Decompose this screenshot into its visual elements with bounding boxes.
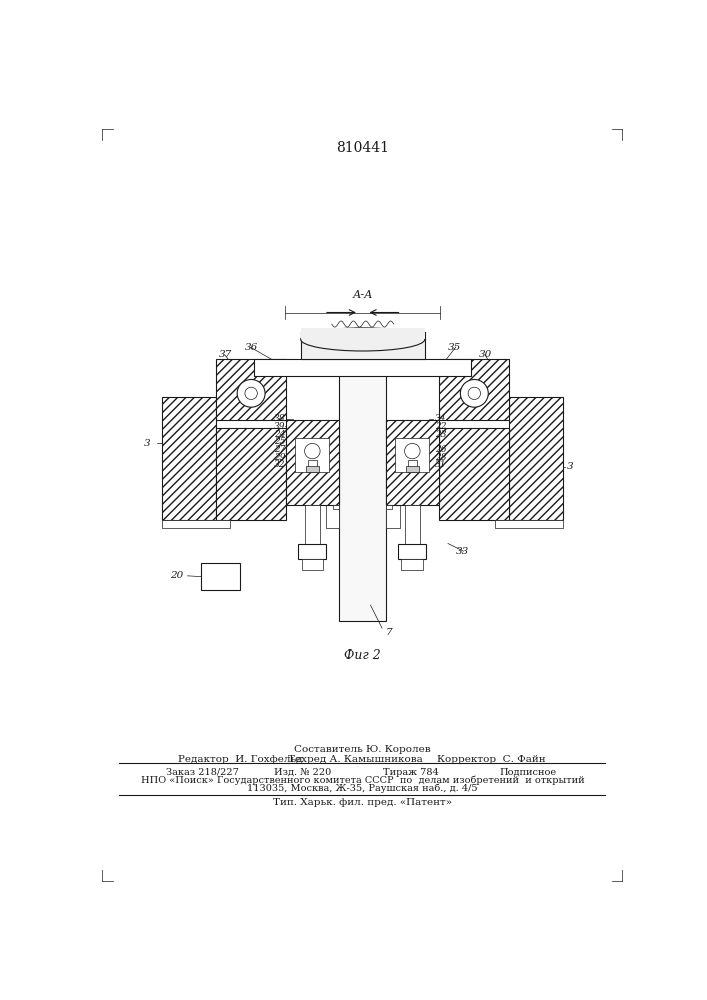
Bar <box>286 420 339 505</box>
Text: 20: 20 <box>170 571 183 580</box>
Text: 29: 29 <box>274 453 285 462</box>
Text: НПО «Поиск» Государственного комитета СССР  по  делам изобретений  и открытий: НПО «Поиск» Государственного комитета СС… <box>141 776 585 785</box>
Bar <box>201 563 240 590</box>
Bar <box>440 428 509 520</box>
Bar <box>255 359 472 376</box>
Bar <box>306 466 319 472</box>
Text: Тип. Харьк. фил. пред. «Патент»: Тип. Харьк. фил. пред. «Патент» <box>273 798 452 807</box>
Bar <box>386 420 440 505</box>
Text: Фиг 2: Фиг 2 <box>344 649 381 662</box>
Text: 810441: 810441 <box>337 141 390 155</box>
Bar <box>402 559 423 570</box>
Text: 7: 7 <box>386 628 392 637</box>
Bar <box>301 559 323 570</box>
Text: 22: 22 <box>435 422 446 431</box>
Bar <box>308 460 317 466</box>
Circle shape <box>305 443 320 459</box>
Text: 3: 3 <box>144 439 151 448</box>
Circle shape <box>404 443 420 459</box>
Ellipse shape <box>300 328 425 351</box>
Bar <box>300 339 425 359</box>
Text: 31: 31 <box>435 460 446 469</box>
Bar <box>408 460 417 466</box>
Bar <box>386 420 400 528</box>
Bar <box>440 359 509 420</box>
Text: Тираж 784: Тираж 784 <box>383 768 438 777</box>
Text: А-А: А-А <box>353 290 373 300</box>
Circle shape <box>245 387 257 400</box>
Text: Редактор  И. Гохфельд: Редактор И. Гохфельд <box>177 755 302 764</box>
Text: 36: 36 <box>245 343 258 352</box>
Bar <box>305 505 320 544</box>
Bar <box>406 466 419 472</box>
Bar <box>216 428 286 520</box>
Text: 34: 34 <box>435 414 446 423</box>
Text: 24: 24 <box>274 430 285 439</box>
Text: 28: 28 <box>435 453 446 462</box>
Bar <box>325 420 339 528</box>
Text: Заказ 218/227: Заказ 218/227 <box>166 768 239 777</box>
Text: Подписное: Подписное <box>499 768 556 777</box>
Circle shape <box>468 387 481 400</box>
Bar <box>495 520 563 528</box>
Text: 35: 35 <box>448 343 461 352</box>
Bar <box>298 544 327 559</box>
Bar <box>162 397 216 520</box>
Bar <box>162 520 230 528</box>
Text: 39: 39 <box>274 422 285 431</box>
Bar <box>395 438 429 472</box>
Bar <box>296 438 329 472</box>
Text: Составитель Ю. Королев: Составитель Ю. Королев <box>294 745 431 754</box>
Bar <box>333 505 339 509</box>
Bar <box>300 328 425 339</box>
Text: 113035, Москва, Ж-35, Раушская наб., д. 4/5: 113035, Москва, Ж-35, Раушская наб., д. … <box>247 784 478 793</box>
Bar <box>386 505 392 509</box>
Bar <box>509 397 563 520</box>
Bar <box>404 505 420 544</box>
Text: 38: 38 <box>274 414 285 423</box>
Text: 3: 3 <box>567 462 574 471</box>
Text: Изд. № 220: Изд. № 220 <box>274 768 332 777</box>
Text: 23: 23 <box>435 430 446 439</box>
Bar <box>339 343 386 620</box>
Bar <box>216 359 286 420</box>
Bar <box>398 544 426 559</box>
Circle shape <box>460 379 489 407</box>
Text: 30: 30 <box>479 350 492 359</box>
Text: 37: 37 <box>219 350 233 359</box>
Text: Корректор  С. Файн: Корректор С. Файн <box>437 755 546 764</box>
Text: Техред А. Камышникова: Техред А. Камышникова <box>288 755 422 764</box>
Text: 32: 32 <box>274 460 285 469</box>
Text: 25: 25 <box>274 437 285 446</box>
Text: 33: 33 <box>456 547 469 556</box>
Circle shape <box>237 379 265 407</box>
Text: 27: 27 <box>274 445 285 454</box>
Text: 26: 26 <box>435 445 446 454</box>
